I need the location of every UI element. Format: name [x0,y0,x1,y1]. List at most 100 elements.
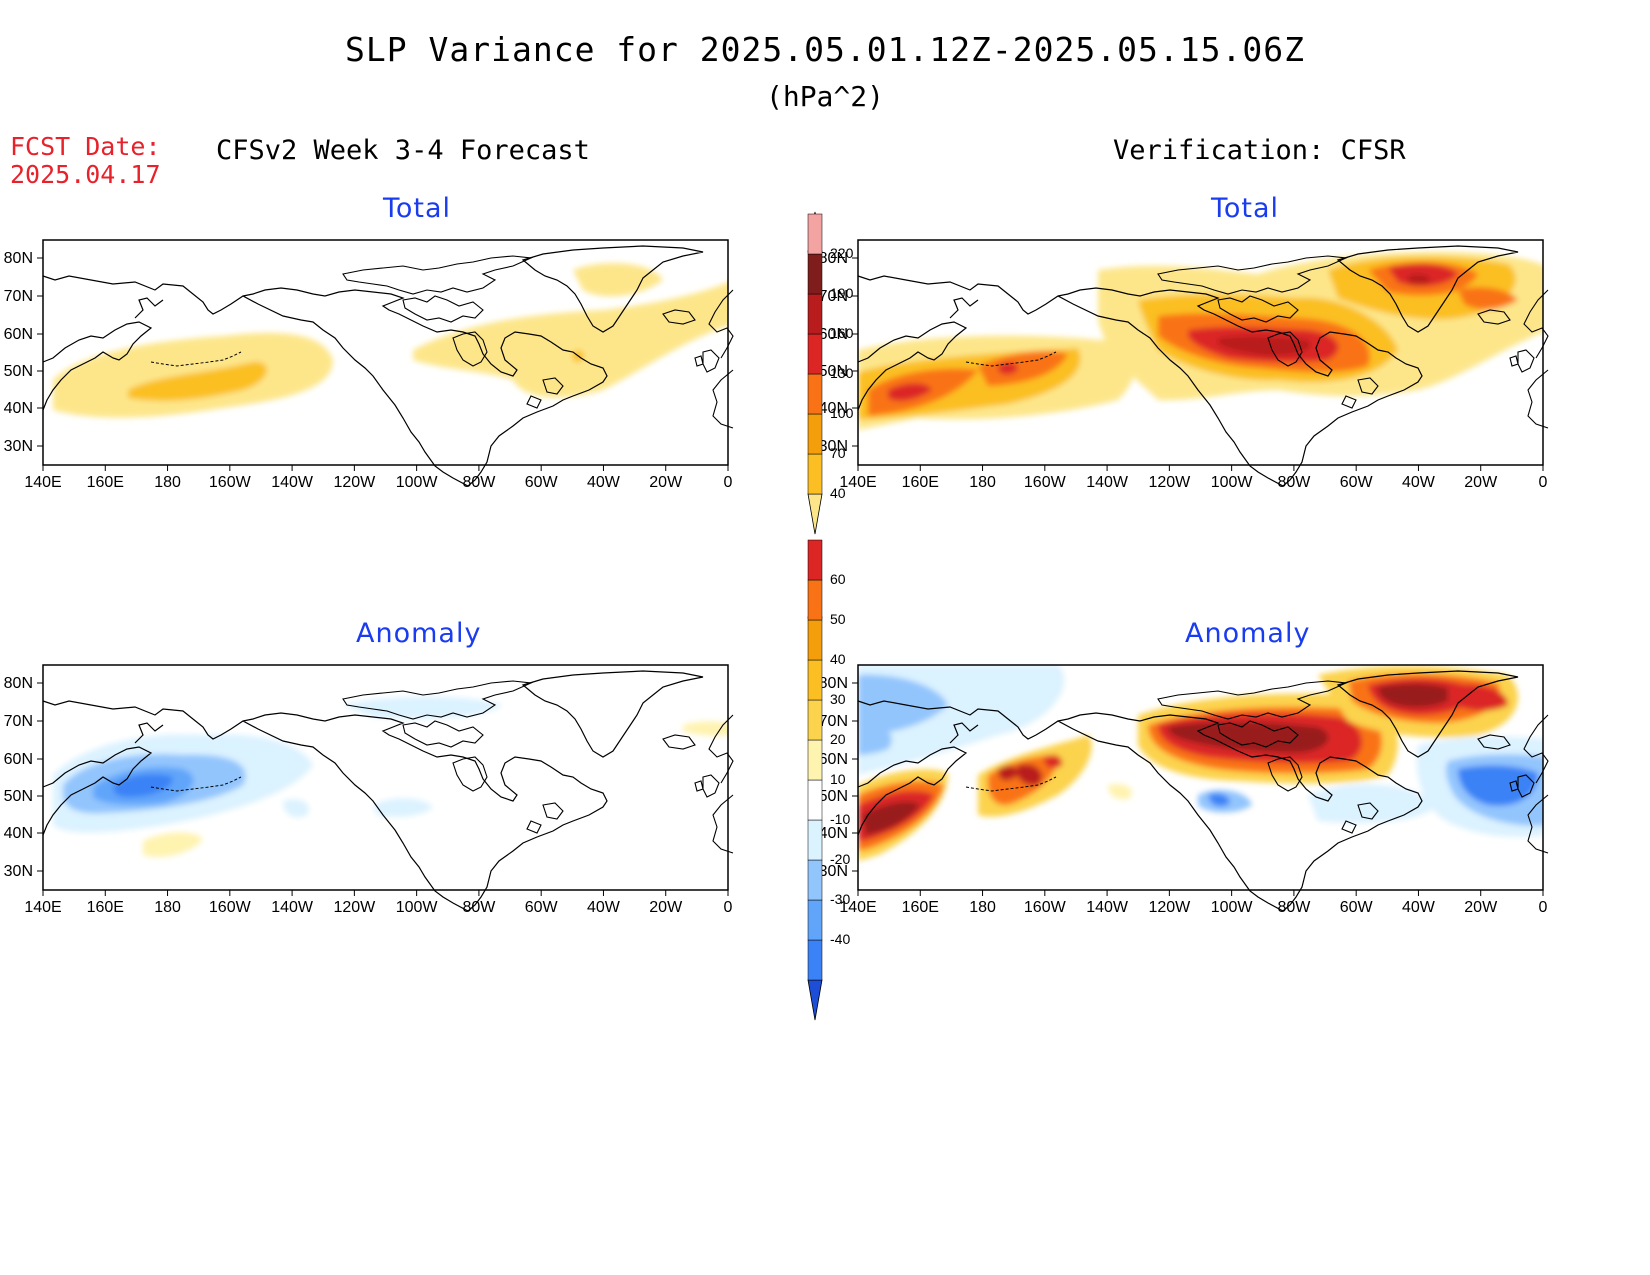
colorbar-swatch [807,453,823,495]
colorbar-bottom-triangle [807,493,823,535]
lat-tick-label: 50N [4,363,33,380]
lon-tick-label: 180 [969,474,996,491]
lon-tick-label: 0 [1539,474,1548,491]
colorbar-tick-label: 20 [830,731,846,747]
colorbar-tick-label: 60 [830,571,846,587]
panel-fcst-total [42,239,734,487]
lon-tick-label: 140W [1086,474,1129,491]
units-label: (hPa^2) [765,80,884,113]
colorbar-tick-label: 130 [830,365,854,381]
lon-tick-label: 0 [724,899,733,916]
lon-tick-label: 160W [1024,474,1067,491]
lat-tick-label: 40N [819,400,848,417]
lon-tick-label: 0 [1539,899,1548,916]
lat-tick-label: 40N [819,825,848,842]
lon-tick-label: 40W [587,474,621,491]
lon-tick-label: 140E [24,474,61,491]
fcst-date-value: 2025.04.17 [10,160,161,189]
lon-tick-label: 80W [462,474,496,491]
fcst-total-subtitle: Total [383,193,452,224]
lat-tick-label: 80N [819,675,848,692]
lon-tick-label: 60W [1340,899,1374,916]
colorbar-tick-label: -20 [830,851,850,867]
lon-tick-label: 180 [154,474,181,491]
lat-tick-label: 60N [4,751,33,768]
colorbar-swatch [807,579,823,621]
verif-total-subtitle: Total [1211,193,1280,224]
lon-tick-label: 100W [1211,474,1254,491]
lon-tick-label: 20W [1464,899,1498,916]
lon-tick-label: 160W [209,474,252,491]
right-column-header: Verification: CFSR [1113,135,1406,166]
lon-tick-label: 60W [525,899,559,916]
lat-tick-label: 70N [819,713,848,730]
colorbar-tick-label: 220 [830,245,854,261]
left-column-header: CFSv2 Week 3-4 Forecast [216,135,590,166]
lon-tick-label: 40W [587,899,621,916]
colorbar-tick-label: 10 [830,771,846,787]
lon-tick-label: 160E [87,474,124,491]
lon-tick-label: 140W [271,899,314,916]
lon-tick-label: 80W [462,899,496,916]
panel-verif-total [857,239,1549,487]
colorbar-swatch [807,899,823,941]
lat-tick-label: 60N [819,326,848,343]
page-title: SLP Variance for 2025.05.01.12Z-2025.05.… [345,30,1305,69]
lon-tick-label: 100W [396,474,439,491]
lat-tick-label: 30N [4,438,33,455]
lon-tick-label: 60W [525,474,559,491]
lon-tick-label: 140W [271,474,314,491]
lon-tick-label: 40W [1402,899,1436,916]
lon-tick-label: 120W [333,474,376,491]
colorbar-swatch [807,859,823,901]
lat-tick-label: 60N [4,326,33,343]
colorbar-swatch [807,293,823,335]
colorbar-swatch [807,699,823,741]
colorbar-swatch [807,739,823,781]
colorbar-total: 40 70 100 130 160 190 220 [807,211,854,535]
colorbar-bottom-triangle [807,979,823,1021]
colorbar-swatch [807,779,823,821]
colorbar-swatch [807,333,823,375]
colorbar-anomaly: -40 -30 -20 -10 10 20 30 40 50 60 [807,539,850,1021]
verif-anomaly-subtitle: Anomaly [1185,618,1311,649]
fcst-anomaly-subtitle: Anomaly [356,618,482,649]
lon-tick-label: 180 [969,899,996,916]
lat-tick-label: 50N [4,788,33,805]
colorbar-tick-label: 100 [830,405,854,421]
lon-tick-label: 140E [839,899,876,916]
colorbar-tick-label: -10 [830,811,850,827]
lat-tick-label: 80N [4,675,33,692]
lon-tick-label: 160W [1024,899,1067,916]
lon-tick-label: 60W [1340,474,1374,491]
lat-tick-label: 80N [4,250,33,267]
colorbar-tick-label: -30 [830,891,850,907]
lat-tick-label: 30N [819,863,848,880]
lat-tick-label: 40N [4,825,33,842]
colorbar-tick-label: -40 [830,931,850,947]
lon-tick-label: 140E [839,474,876,491]
lon-tick-label: 100W [396,899,439,916]
lon-tick-label: 140W [1086,899,1129,916]
lon-tick-label: 160E [87,899,124,916]
colorbar-swatch [807,413,823,455]
colorbar-tick-label: 70 [830,445,846,461]
lat-tick-label: 70N [819,288,848,305]
lat-tick-label: 70N [4,713,33,730]
lon-tick-label: 40W [1402,474,1436,491]
colorbar-swatch [807,819,823,861]
lat-tick-label: 60N [819,751,848,768]
colorbar-tick-label: 160 [830,325,854,341]
lon-tick-label: 120W [1148,899,1191,916]
lon-tick-label: 160E [902,474,939,491]
colorbar-tick-label: 30 [830,691,846,707]
lon-tick-label: 80W [1277,474,1311,491]
lon-tick-label: 120W [1148,474,1191,491]
lon-tick-label: 140E [24,899,61,916]
lon-tick-label: 120W [333,899,376,916]
lon-tick-label: 0 [724,474,733,491]
lat-tick-label: 70N [4,288,33,305]
axes-layer: 80N 70N 60N 50N 40N 30N 140E 160E 180 160W 140W 120… [4,250,1548,916]
lat-tick-label: 30N [819,438,848,455]
